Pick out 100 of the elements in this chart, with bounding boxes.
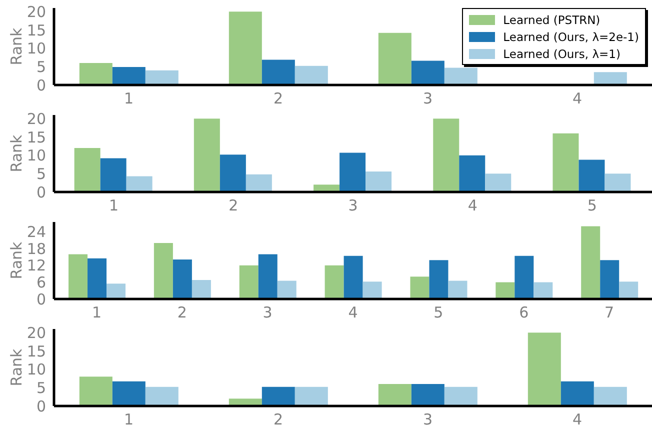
bar bbox=[378, 384, 412, 406]
bar bbox=[600, 260, 620, 299]
bar bbox=[594, 72, 627, 85]
bar bbox=[581, 226, 600, 299]
bar bbox=[433, 118, 460, 192]
x-tick-label: 4 bbox=[572, 410, 582, 429]
bar bbox=[68, 254, 88, 299]
bar bbox=[192, 280, 211, 299]
x-tick-label: 4 bbox=[348, 304, 358, 322]
x-tick-label: 3 bbox=[422, 410, 433, 429]
bar bbox=[258, 254, 278, 299]
y-axis-title: Rank bbox=[7, 348, 26, 386]
bar bbox=[594, 386, 627, 406]
y-tick-label: 20 bbox=[26, 324, 46, 342]
x-tick-label: 2 bbox=[273, 90, 284, 108]
y-tick-label: 10 bbox=[26, 146, 46, 165]
bar bbox=[262, 60, 295, 85]
y-tick-label: 20 bbox=[26, 110, 46, 128]
bar bbox=[514, 256, 534, 299]
y-tick-label: 18 bbox=[26, 240, 46, 258]
bar bbox=[194, 118, 220, 192]
bar bbox=[340, 152, 366, 192]
bar bbox=[552, 133, 579, 192]
x-tick-label: 2 bbox=[177, 304, 187, 322]
bar bbox=[410, 276, 430, 299]
y-tick-label: 0 bbox=[36, 76, 46, 94]
bar bbox=[429, 260, 448, 299]
x-tick-label: 1 bbox=[124, 410, 134, 429]
y-tick-label: 15 bbox=[26, 128, 46, 146]
bar bbox=[145, 70, 178, 85]
y-tick-label: 0 bbox=[36, 397, 46, 416]
bar bbox=[220, 154, 246, 192]
x-tick-label: 4 bbox=[468, 196, 478, 215]
x-tick-label: 1 bbox=[109, 196, 119, 215]
bar bbox=[560, 381, 594, 406]
y-tick-label: 5 bbox=[36, 164, 46, 183]
bar bbox=[228, 12, 262, 85]
bar bbox=[88, 258, 107, 299]
x-tick-label: 7 bbox=[604, 304, 614, 322]
x-tick-label: 1 bbox=[124, 90, 134, 108]
x-tick-label: 5 bbox=[434, 304, 444, 322]
bar bbox=[459, 155, 486, 192]
bar bbox=[366, 171, 392, 192]
bar bbox=[534, 282, 553, 299]
bar bbox=[444, 68, 478, 85]
x-tick-label: 2 bbox=[228, 196, 238, 215]
bar bbox=[344, 256, 363, 299]
y-tick-label: 20 bbox=[26, 2, 46, 21]
bar bbox=[126, 176, 152, 192]
bar bbox=[378, 32, 412, 85]
y-axis-title: Rank bbox=[7, 241, 26, 280]
bar bbox=[277, 280, 296, 299]
bar bbox=[528, 332, 561, 406]
x-tick-label: 6 bbox=[519, 304, 529, 322]
x-tick-label: 3 bbox=[348, 196, 358, 215]
bar bbox=[294, 386, 328, 406]
bar bbox=[604, 174, 631, 192]
y-tick-label: 10 bbox=[26, 360, 46, 379]
bar bbox=[362, 282, 382, 299]
bar bbox=[619, 282, 638, 299]
y-tick-label: 5 bbox=[36, 378, 46, 397]
y-axis-title: Rank bbox=[7, 27, 26, 66]
y-tick-label: 6 bbox=[36, 274, 46, 292]
bar bbox=[112, 381, 146, 406]
bar bbox=[411, 60, 444, 85]
bar bbox=[294, 66, 328, 85]
y-tick-label: 0 bbox=[36, 183, 46, 202]
x-tick-label: 2 bbox=[273, 410, 284, 429]
y-tick-label: 12 bbox=[26, 256, 46, 275]
y-axis-title: Rank bbox=[7, 134, 26, 172]
bar bbox=[578, 160, 605, 192]
x-tick-label: 3 bbox=[262, 304, 272, 322]
y-tick-label: 15 bbox=[26, 21, 46, 40]
bar bbox=[444, 386, 478, 406]
bar bbox=[145, 386, 178, 406]
bar bbox=[100, 158, 126, 192]
y-tick-label: 5 bbox=[36, 58, 46, 76]
bar bbox=[74, 148, 100, 192]
x-tick-label: 1 bbox=[92, 304, 102, 322]
bar bbox=[246, 174, 272, 192]
bar bbox=[324, 265, 344, 299]
bar bbox=[79, 376, 112, 406]
bar bbox=[172, 260, 192, 299]
bar bbox=[112, 67, 146, 85]
y-tick-label: 24 bbox=[26, 223, 46, 242]
x-tick-label: 4 bbox=[572, 90, 582, 108]
bar bbox=[411, 384, 444, 406]
bar bbox=[485, 174, 512, 192]
y-tick-label: 10 bbox=[26, 40, 46, 58]
bar bbox=[79, 63, 112, 85]
bar bbox=[154, 243, 173, 299]
y-tick-label: 15 bbox=[26, 342, 46, 360]
bar bbox=[106, 284, 126, 299]
legend-label: Learned (PSTRN) bbox=[503, 12, 600, 26]
y-tick-label: 0 bbox=[36, 290, 46, 308]
bar bbox=[496, 282, 515, 299]
x-tick-label: 5 bbox=[587, 196, 597, 215]
bar bbox=[239, 265, 258, 299]
bar bbox=[448, 280, 468, 299]
bar bbox=[262, 386, 295, 406]
